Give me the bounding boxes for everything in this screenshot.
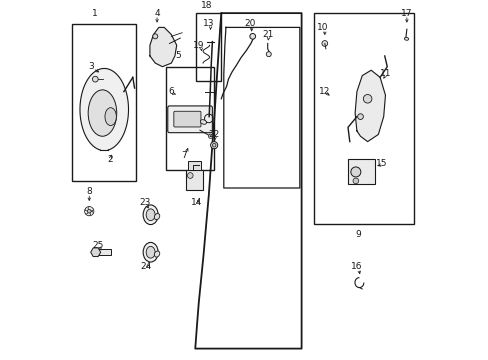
Text: 22: 22 bbox=[208, 130, 219, 139]
Ellipse shape bbox=[84, 208, 88, 214]
Text: 11: 11 bbox=[379, 69, 390, 78]
Circle shape bbox=[266, 52, 271, 57]
Circle shape bbox=[208, 134, 212, 138]
Ellipse shape bbox=[105, 108, 116, 126]
Text: 15: 15 bbox=[375, 158, 387, 167]
Ellipse shape bbox=[146, 246, 155, 258]
Ellipse shape bbox=[90, 208, 94, 214]
Circle shape bbox=[352, 178, 358, 184]
Bar bbox=[313, 13, 413, 224]
Text: 20: 20 bbox=[244, 19, 255, 28]
Text: 21: 21 bbox=[262, 30, 273, 39]
Bar bbox=[185, 170, 203, 190]
Ellipse shape bbox=[143, 242, 158, 262]
Text: 2: 2 bbox=[108, 155, 113, 164]
Circle shape bbox=[187, 173, 193, 178]
Ellipse shape bbox=[200, 120, 206, 124]
Circle shape bbox=[363, 94, 371, 103]
Polygon shape bbox=[150, 27, 176, 67]
Bar bbox=[98, 249, 111, 255]
Ellipse shape bbox=[88, 90, 117, 136]
Text: 17: 17 bbox=[400, 9, 412, 18]
FancyBboxPatch shape bbox=[167, 106, 212, 133]
Text: 10: 10 bbox=[317, 23, 328, 32]
Circle shape bbox=[212, 143, 216, 147]
Ellipse shape bbox=[143, 205, 158, 225]
Text: 9: 9 bbox=[355, 230, 361, 239]
Circle shape bbox=[87, 210, 91, 213]
Text: 1: 1 bbox=[92, 9, 97, 18]
Ellipse shape bbox=[146, 209, 155, 221]
Bar bbox=[165, 67, 214, 170]
Text: 7: 7 bbox=[181, 152, 186, 161]
Text: 8: 8 bbox=[86, 187, 92, 196]
Bar bbox=[72, 24, 135, 181]
Circle shape bbox=[152, 34, 158, 39]
Text: 12: 12 bbox=[319, 87, 330, 96]
Text: 18: 18 bbox=[201, 1, 212, 10]
Text: 23: 23 bbox=[139, 198, 150, 207]
Ellipse shape bbox=[404, 37, 408, 40]
Text: 24: 24 bbox=[141, 262, 152, 271]
Bar bbox=[347, 159, 374, 184]
Ellipse shape bbox=[154, 251, 160, 257]
Circle shape bbox=[357, 114, 363, 120]
Text: 4: 4 bbox=[154, 9, 160, 18]
Text: 14: 14 bbox=[190, 198, 202, 207]
Polygon shape bbox=[354, 70, 385, 141]
Ellipse shape bbox=[88, 207, 93, 211]
Ellipse shape bbox=[88, 212, 93, 216]
Text: 13: 13 bbox=[203, 19, 214, 28]
Text: 6: 6 bbox=[168, 87, 174, 96]
FancyBboxPatch shape bbox=[173, 111, 201, 127]
Circle shape bbox=[249, 33, 255, 39]
Ellipse shape bbox=[154, 213, 160, 220]
Ellipse shape bbox=[85, 212, 90, 216]
Circle shape bbox=[210, 141, 217, 149]
Bar bbox=[196, 13, 221, 81]
Bar bbox=[188, 161, 200, 170]
Text: 19: 19 bbox=[193, 41, 204, 50]
Circle shape bbox=[350, 167, 360, 177]
Polygon shape bbox=[80, 68, 128, 150]
Ellipse shape bbox=[85, 207, 90, 211]
Text: 5: 5 bbox=[175, 51, 181, 60]
Text: 25: 25 bbox=[92, 240, 103, 249]
Circle shape bbox=[321, 41, 327, 46]
Text: 16: 16 bbox=[350, 262, 362, 271]
Text: 3: 3 bbox=[88, 62, 94, 71]
Circle shape bbox=[92, 76, 98, 82]
